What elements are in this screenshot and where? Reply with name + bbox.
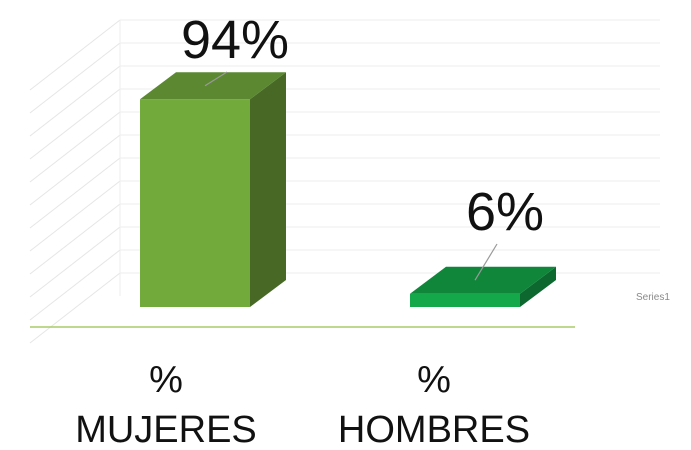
bar-top-face [140, 72, 286, 100]
bar-front-face [140, 99, 250, 307]
category-label-hombres-line1: % [417, 359, 451, 401]
chart-bars [140, 72, 556, 307]
category-label-mujeres: % MUJERES [75, 359, 257, 450]
gridline-diagonal [29, 88, 121, 160]
data-label-leader [204, 71, 228, 87]
gridline-diagonal [29, 203, 121, 275]
data-label-leader [474, 243, 498, 281]
chart-gridlines [29, 19, 660, 344]
gridline-diagonal [29, 180, 121, 252]
gridline-diagonal [29, 134, 121, 206]
gridline-diagonal [29, 226, 121, 298]
gridline-diagonal [29, 65, 121, 137]
legend-entry-series1: Series1 [636, 292, 670, 303]
data-label-1: 6% [466, 182, 544, 242]
gridline-diagonal [29, 272, 121, 344]
data-label-0: 94% [181, 10, 289, 70]
bar-1 [410, 266, 556, 307]
bar-side-face [250, 72, 286, 307]
chart-data-labels: 94% 6% [181, 10, 544, 281]
gridline-diagonal [29, 249, 121, 321]
gridline-diagonal [29, 42, 121, 114]
gridline-diagonal [29, 19, 121, 91]
category-label-hombres: % HOMBRES [338, 359, 530, 450]
bar-side-face [520, 266, 556, 307]
bar-top-face [410, 266, 556, 294]
bar-front-face [410, 293, 520, 307]
category-label-mujeres-line1: % [149, 359, 183, 401]
bar-0 [140, 72, 286, 307]
category-label-hombres-line2: HOMBRES [338, 409, 530, 450]
gridline-diagonal [29, 111, 121, 183]
category-label-mujeres-line2: MUJERES [75, 409, 257, 450]
gridline-diagonal [29, 157, 121, 229]
